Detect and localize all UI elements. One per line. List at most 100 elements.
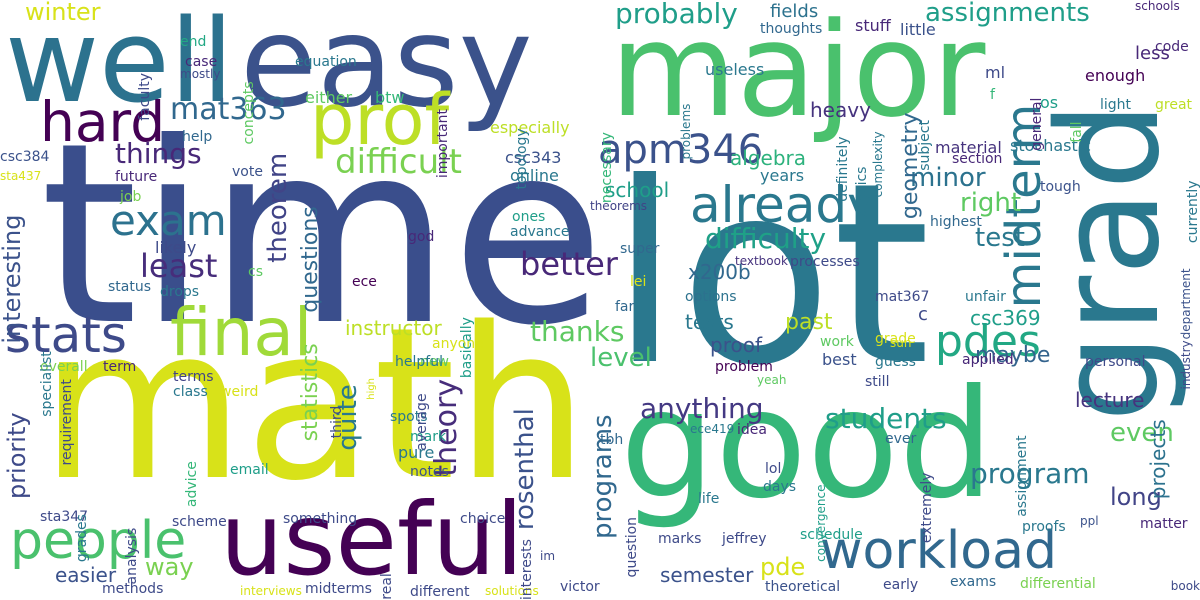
word-im: im <box>540 549 556 563</box>
word-drops: drops <box>160 284 200 300</box>
word-advance: advance <box>510 224 570 240</box>
word-students: students <box>825 402 947 435</box>
word-little: little <box>900 20 936 39</box>
word-helpful: helpful <box>395 354 443 370</box>
word-differential: differential <box>1020 576 1096 592</box>
word-hard: hard <box>40 90 166 154</box>
word-people: people <box>10 511 187 571</box>
word-anyone: anyone <box>432 336 484 352</box>
word-even: even <box>1110 418 1174 448</box>
word-assignment: assignment <box>1014 435 1030 517</box>
word-marks: marks <box>658 531 702 547</box>
word-mark: mark <box>410 429 447 445</box>
word-lot: lot <box>610 129 931 420</box>
word-algebra: algebra <box>730 146 806 170</box>
word-least: least <box>140 247 218 285</box>
word-notes: notes <box>410 464 449 480</box>
word-easier: easier <box>55 563 117 587</box>
word-likely: likely <box>155 238 197 257</box>
word-questions: questions <box>298 206 323 313</box>
word-csc369: csc369 <box>970 306 1041 330</box>
word-still: still <box>865 374 890 390</box>
word-fall: fall <box>1069 121 1085 143</box>
word-assignments: assignments <box>925 0 1090 28</box>
word-long: long <box>1110 483 1162 511</box>
word-vote: vote <box>232 164 263 180</box>
word-way: way <box>145 553 194 581</box>
word-fields: fields <box>770 1 819 22</box>
word-basically: basically <box>459 317 475 379</box>
word-tough: tough <box>1040 179 1081 195</box>
word-important: important <box>435 108 451 179</box>
word-email: email <box>230 462 269 478</box>
word-end: end <box>180 34 207 50</box>
word-theorem: theorem <box>263 152 293 263</box>
word-early: early <box>883 577 919 593</box>
word-god: god <box>408 229 435 245</box>
word-solutions: solutions <box>485 584 539 598</box>
word-theoretical: theoretical <box>765 579 841 595</box>
word-department: department <box>1179 268 1193 340</box>
word-extremely: extremely <box>919 472 935 544</box>
word-ones: ones <box>512 209 546 225</box>
word-far: far <box>615 299 635 315</box>
word-workload: workload <box>820 521 1057 581</box>
word-x200b: x200b <box>688 260 751 284</box>
word-interviews: interviews <box>240 584 302 598</box>
word-either: either <box>305 88 353 107</box>
word-convergence: convergence <box>814 484 828 562</box>
word-problems: problems <box>679 103 693 160</box>
word-average: average <box>414 393 430 451</box>
word-school: school <box>605 178 670 202</box>
word-better: better <box>520 245 618 283</box>
word-question: question <box>624 516 640 578</box>
word-proof: proof <box>710 333 762 357</box>
word-real: real <box>379 573 395 600</box>
word-options: options <box>685 289 737 305</box>
word-difficulty: difficulty <box>705 222 827 255</box>
word-exam: exam <box>110 196 227 245</box>
word-minor: minor <box>910 163 986 193</box>
word-well: well <box>5 0 234 129</box>
word-advice: advice <box>184 461 200 508</box>
word-personal: personal <box>1085 354 1146 370</box>
word-analysis: analysis <box>124 527 140 585</box>
word-life: life <box>698 491 720 507</box>
word-mostly: mostly <box>180 67 221 81</box>
word-csc384: csc384 <box>0 149 50 165</box>
word-interests: interests <box>519 538 535 600</box>
word-difficult: difficult <box>335 142 462 182</box>
word-complexity: complexity <box>871 131 885 198</box>
word-sta347: sta347 <box>40 509 89 525</box>
word-light: light <box>1100 97 1132 113</box>
word-ppl: ppl <box>1080 514 1099 528</box>
word-grades: grades <box>74 514 90 563</box>
word-class: class <box>173 384 208 400</box>
word-os: os <box>1040 93 1059 112</box>
word-topology: topology <box>514 128 530 190</box>
word-probably: probably <box>615 0 738 30</box>
word-case: case <box>185 54 218 70</box>
word-stats: stats <box>5 306 127 364</box>
word-work: work <box>820 334 854 350</box>
word-exams: exams <box>950 574 997 590</box>
word-status: status <box>108 279 152 295</box>
word-thanks: thanks <box>530 315 625 348</box>
word-idea: idea <box>737 422 767 438</box>
word-scheme: scheme <box>172 514 227 530</box>
word-time: time <box>40 89 605 380</box>
word-mat363: mat363 <box>170 92 287 127</box>
word-industry: industry <box>1179 340 1193 390</box>
word-online: online <box>510 166 559 185</box>
word-good: good <box>620 358 994 532</box>
word-great: great <box>1155 97 1193 113</box>
word-priority: priority <box>3 412 31 500</box>
word-pure: pure <box>398 443 435 462</box>
word-major: major <box>610 0 986 146</box>
word-schedule: schedule <box>800 527 863 543</box>
word-new: new <box>420 354 449 370</box>
word-grade: grade <box>875 331 916 347</box>
word-definitely: definitely <box>835 136 851 202</box>
word-final: final <box>170 294 313 371</box>
word-ece419: ece419 <box>690 422 735 436</box>
